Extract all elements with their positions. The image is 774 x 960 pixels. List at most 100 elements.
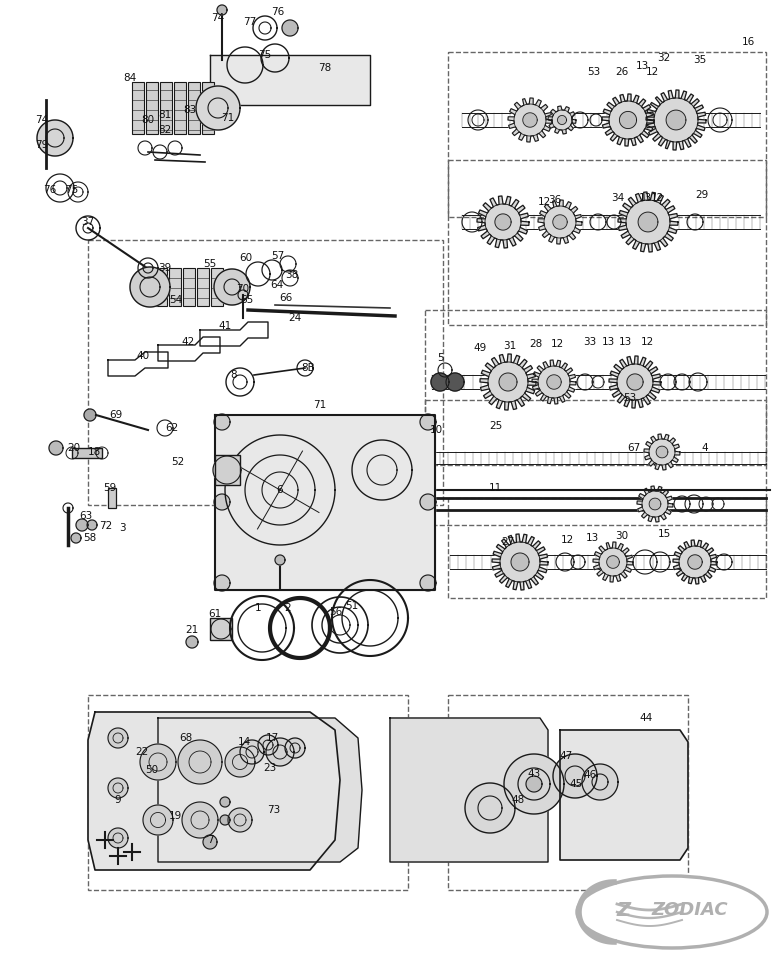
- Bar: [197, 268, 209, 306]
- Text: 80: 80: [142, 115, 155, 125]
- Text: 75: 75: [65, 185, 79, 195]
- Text: ZODIAC: ZODIAC: [652, 901, 728, 919]
- Polygon shape: [266, 738, 294, 766]
- Polygon shape: [220, 797, 230, 807]
- Polygon shape: [130, 267, 170, 307]
- Bar: [211, 268, 223, 306]
- Polygon shape: [538, 200, 582, 244]
- Ellipse shape: [577, 876, 767, 948]
- Bar: [88, 240, 443, 505]
- Text: 44: 44: [639, 713, 652, 723]
- Text: 47: 47: [560, 751, 573, 761]
- Text: 12: 12: [646, 67, 659, 77]
- Polygon shape: [240, 740, 264, 764]
- Bar: [183, 268, 195, 306]
- Polygon shape: [76, 519, 88, 531]
- Text: 14: 14: [238, 737, 251, 747]
- Polygon shape: [258, 735, 278, 755]
- Polygon shape: [532, 360, 576, 404]
- Polygon shape: [465, 783, 515, 833]
- Polygon shape: [582, 764, 618, 800]
- Polygon shape: [477, 196, 529, 248]
- Polygon shape: [217, 5, 227, 15]
- Text: 28: 28: [529, 339, 543, 349]
- Polygon shape: [557, 115, 567, 125]
- Polygon shape: [492, 534, 548, 590]
- Text: 32: 32: [657, 53, 670, 63]
- Text: 1: 1: [255, 603, 262, 613]
- Bar: [425, 400, 766, 525]
- Polygon shape: [522, 113, 537, 127]
- Text: 33: 33: [584, 337, 597, 347]
- Text: 49: 49: [474, 343, 487, 353]
- Polygon shape: [108, 828, 128, 848]
- Polygon shape: [87, 520, 97, 530]
- Text: 42: 42: [181, 337, 194, 347]
- Polygon shape: [420, 414, 436, 430]
- Text: 53: 53: [587, 67, 601, 77]
- Polygon shape: [673, 540, 717, 584]
- Text: 79: 79: [36, 140, 49, 150]
- Text: 36: 36: [548, 195, 562, 205]
- Text: 77: 77: [243, 17, 257, 27]
- Text: 27: 27: [502, 537, 515, 547]
- Text: 64: 64: [270, 280, 283, 290]
- Polygon shape: [49, 441, 63, 455]
- Bar: [160, 82, 172, 134]
- Text: 25: 25: [489, 421, 502, 431]
- Polygon shape: [210, 55, 370, 105]
- Text: 13: 13: [601, 337, 615, 347]
- Polygon shape: [646, 90, 706, 150]
- Text: 52: 52: [171, 457, 185, 467]
- Polygon shape: [186, 636, 198, 648]
- Polygon shape: [214, 575, 230, 591]
- Text: 12: 12: [550, 339, 563, 349]
- Polygon shape: [71, 533, 81, 543]
- Text: 41: 41: [218, 321, 231, 331]
- Text: 3: 3: [118, 523, 125, 533]
- Text: 59: 59: [104, 483, 117, 493]
- Bar: [202, 82, 214, 134]
- Text: 34: 34: [611, 193, 625, 203]
- Polygon shape: [618, 192, 678, 252]
- Polygon shape: [88, 712, 340, 870]
- Text: 13: 13: [635, 61, 649, 71]
- Text: 38: 38: [286, 270, 299, 280]
- Text: 19: 19: [169, 811, 182, 821]
- Polygon shape: [511, 553, 529, 571]
- Text: 74: 74: [36, 115, 49, 125]
- Text: 5: 5: [437, 353, 444, 363]
- Polygon shape: [504, 754, 564, 814]
- Text: 29: 29: [695, 190, 709, 200]
- Polygon shape: [593, 542, 633, 582]
- Text: 75: 75: [259, 50, 272, 60]
- Polygon shape: [546, 374, 561, 389]
- Polygon shape: [607, 556, 619, 568]
- Bar: [88, 695, 408, 890]
- Polygon shape: [688, 555, 702, 569]
- Text: 12: 12: [560, 535, 574, 545]
- Polygon shape: [644, 434, 680, 470]
- Polygon shape: [431, 373, 449, 391]
- Bar: [169, 268, 181, 306]
- Text: Z: Z: [617, 900, 631, 920]
- Text: 67: 67: [628, 443, 641, 453]
- Text: 76: 76: [272, 7, 285, 17]
- Text: 71: 71: [221, 113, 235, 123]
- Text: 61: 61: [208, 609, 221, 619]
- Text: 31: 31: [503, 341, 516, 351]
- Polygon shape: [560, 730, 688, 860]
- Polygon shape: [495, 214, 511, 230]
- Text: 82: 82: [159, 125, 172, 135]
- Text: 9: 9: [115, 795, 122, 805]
- Polygon shape: [637, 486, 673, 522]
- Text: 37: 37: [81, 217, 94, 227]
- Bar: [448, 498, 766, 598]
- Text: 66: 66: [279, 293, 293, 303]
- Polygon shape: [656, 446, 668, 458]
- Text: 73: 73: [267, 805, 281, 815]
- Polygon shape: [420, 575, 436, 591]
- Text: 81: 81: [159, 110, 172, 120]
- Bar: [174, 82, 186, 134]
- Polygon shape: [649, 498, 661, 510]
